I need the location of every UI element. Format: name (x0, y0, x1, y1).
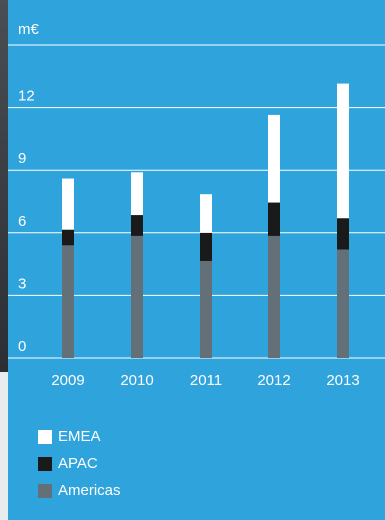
bar-segment (131, 172, 143, 216)
y-tick-label: 3 (18, 275, 26, 292)
bar-segment (337, 249, 349, 358)
y-tick-label: 12 (18, 88, 35, 105)
x-tick-label: 2013 (326, 372, 359, 389)
y-axis-label: m€ (18, 21, 39, 38)
legend-swatch (38, 484, 52, 498)
legend-label: APAC (58, 455, 98, 472)
y-tick-label: 9 (18, 150, 26, 167)
bar-segment (131, 215, 143, 236)
bar-segment (268, 202, 280, 236)
bar-segment (268, 235, 280, 358)
bar-segment (200, 260, 212, 358)
legend-label: Americas (58, 482, 121, 499)
bar-segment (337, 83, 349, 219)
bar-segment (62, 245, 74, 358)
x-tick-label: 2011 (190, 372, 222, 389)
bar-segment (337, 218, 349, 250)
x-tick-label: 2010 (120, 372, 153, 389)
x-tick-label: 2012 (257, 372, 290, 389)
legend-label: EMEA (58, 428, 101, 445)
y-tick-label: 6 (18, 213, 26, 230)
bar-segment (268, 114, 280, 203)
legend-swatch (38, 457, 52, 471)
legend-swatch (38, 430, 52, 444)
y-tick-label: 0 (18, 338, 26, 355)
bar-segment (131, 235, 143, 358)
x-tick-label: 2009 (51, 372, 84, 389)
bar-segment (62, 229, 74, 246)
bar-segment (200, 232, 212, 261)
bar-segment (62, 178, 74, 230)
photo-strip (0, 0, 10, 372)
bar-segment (200, 194, 212, 233)
